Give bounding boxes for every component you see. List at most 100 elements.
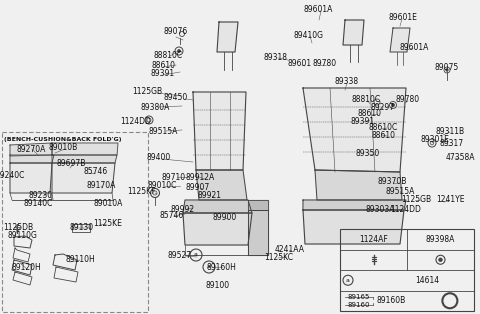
Text: 89240C: 89240C xyxy=(0,171,24,180)
Text: a: a xyxy=(346,278,350,283)
Text: 88610: 88610 xyxy=(151,62,175,71)
Polygon shape xyxy=(303,88,406,172)
Text: 89303A: 89303A xyxy=(365,205,395,214)
Text: 89130: 89130 xyxy=(70,224,94,232)
Text: 1125KC: 1125KC xyxy=(264,253,293,263)
Text: 89601A: 89601A xyxy=(399,42,429,51)
Text: 88610: 88610 xyxy=(371,131,395,139)
Text: 89992: 89992 xyxy=(171,204,195,214)
Text: 89160B: 89160B xyxy=(376,296,406,305)
Bar xyxy=(340,229,474,311)
Text: 14614: 14614 xyxy=(415,276,439,285)
Polygon shape xyxy=(217,22,238,52)
Text: 1124DD: 1124DD xyxy=(120,117,151,127)
Polygon shape xyxy=(183,200,252,213)
Text: 89010C: 89010C xyxy=(147,181,177,190)
Polygon shape xyxy=(10,143,52,156)
Text: 89076: 89076 xyxy=(164,28,188,36)
Text: 89515A: 89515A xyxy=(385,187,415,197)
Text: 89318: 89318 xyxy=(264,52,288,62)
Text: 89391: 89391 xyxy=(151,69,175,78)
Text: a: a xyxy=(194,252,198,257)
Text: 89921: 89921 xyxy=(198,191,222,199)
Text: 88810C: 88810C xyxy=(154,51,182,59)
Polygon shape xyxy=(315,170,402,200)
Text: 89601E: 89601E xyxy=(389,14,418,23)
Polygon shape xyxy=(10,163,52,193)
Text: 89527: 89527 xyxy=(168,252,192,261)
Text: 89338: 89338 xyxy=(335,78,359,86)
Text: 89398A: 89398A xyxy=(426,235,455,244)
Text: 1241YE: 1241YE xyxy=(436,196,464,204)
Circle shape xyxy=(392,104,395,106)
Text: 89350: 89350 xyxy=(356,149,380,158)
Text: 89907: 89907 xyxy=(186,182,210,192)
Text: 89391: 89391 xyxy=(351,116,375,126)
Text: 4241AA: 4241AA xyxy=(275,246,305,255)
Text: 89100: 89100 xyxy=(206,281,230,290)
Text: 89410G: 89410G xyxy=(294,30,324,40)
Text: 89230: 89230 xyxy=(29,191,53,199)
Text: 89515A: 89515A xyxy=(148,127,178,136)
Polygon shape xyxy=(52,143,118,155)
Text: 89400: 89400 xyxy=(147,154,171,163)
Text: 89311B: 89311B xyxy=(435,127,465,136)
Circle shape xyxy=(178,50,180,52)
Text: 1124DD: 1124DD xyxy=(391,205,421,214)
Polygon shape xyxy=(248,210,268,255)
Text: 89780: 89780 xyxy=(396,95,420,105)
Text: 89170A: 89170A xyxy=(86,181,116,190)
Text: 89165: 89165 xyxy=(347,294,370,300)
Text: 89270A: 89270A xyxy=(16,144,46,154)
Text: 89010A: 89010A xyxy=(93,198,123,208)
Bar xyxy=(2,132,148,312)
Text: 89900: 89900 xyxy=(213,214,237,223)
Text: 89297: 89297 xyxy=(371,104,395,112)
Text: 1125DB: 1125DB xyxy=(3,223,33,231)
Bar xyxy=(72,224,90,232)
Polygon shape xyxy=(303,200,406,210)
Polygon shape xyxy=(193,92,246,170)
Polygon shape xyxy=(248,200,268,210)
Text: 85746: 85746 xyxy=(160,212,184,220)
Text: 89912A: 89912A xyxy=(185,172,215,181)
Text: 89317: 89317 xyxy=(440,139,464,149)
Polygon shape xyxy=(52,163,115,193)
Text: 89160H: 89160H xyxy=(206,263,236,272)
Text: 85746: 85746 xyxy=(84,167,108,176)
Text: 89075: 89075 xyxy=(435,63,459,73)
Circle shape xyxy=(446,69,448,71)
Polygon shape xyxy=(196,170,247,200)
Text: 1124AF: 1124AF xyxy=(359,235,388,244)
Text: 88610: 88610 xyxy=(358,110,382,118)
Text: 1125GB: 1125GB xyxy=(401,196,431,204)
Text: 1125GB: 1125GB xyxy=(132,86,162,95)
Text: 89697B: 89697B xyxy=(56,159,86,167)
Text: 47358A: 47358A xyxy=(445,154,475,163)
Polygon shape xyxy=(52,155,117,163)
Polygon shape xyxy=(183,213,252,245)
Text: 89140C: 89140C xyxy=(24,198,53,208)
Text: 89010B: 89010B xyxy=(48,143,78,153)
Polygon shape xyxy=(343,20,364,45)
Text: 1125KF: 1125KF xyxy=(127,187,155,197)
Text: a: a xyxy=(207,264,211,269)
Text: 89370B: 89370B xyxy=(377,177,407,187)
Text: 89780: 89780 xyxy=(313,59,337,68)
Text: 89601A: 89601A xyxy=(303,6,333,14)
Text: 89380A: 89380A xyxy=(140,102,170,111)
Text: 89710: 89710 xyxy=(162,172,186,181)
Text: 89110G: 89110G xyxy=(7,231,37,241)
Text: 1125KE: 1125KE xyxy=(94,219,122,229)
Circle shape xyxy=(439,258,442,262)
Polygon shape xyxy=(10,155,54,163)
Text: 89601: 89601 xyxy=(288,59,312,68)
Text: (BENCH-CUSHION&BACK FOLD'G): (BENCH-CUSHION&BACK FOLD'G) xyxy=(4,137,121,142)
Polygon shape xyxy=(303,210,404,244)
Text: 88610C: 88610C xyxy=(368,123,397,133)
Text: 89450: 89450 xyxy=(164,94,188,102)
Text: 88810C: 88810C xyxy=(351,95,381,105)
Text: 89301E: 89301E xyxy=(420,136,449,144)
Text: 89110H: 89110H xyxy=(65,255,95,263)
Text: 89160: 89160 xyxy=(347,302,370,308)
